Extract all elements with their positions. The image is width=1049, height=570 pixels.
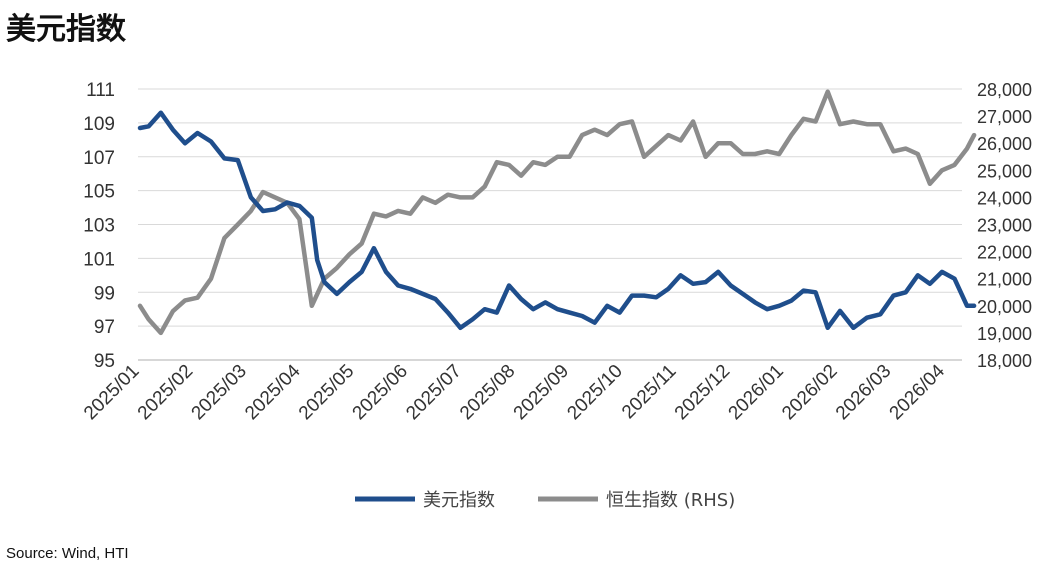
x-tick-label: 2025/03	[188, 361, 251, 424]
right-tick-label: 22,000	[977, 243, 1032, 263]
x-tick-label: 2025/09	[510, 361, 573, 424]
x-tick-label: 2025/06	[349, 361, 412, 424]
x-tick-label: 2025/11	[618, 361, 680, 423]
left-tick-label: 97	[94, 317, 115, 338]
left-tick-label: 95	[94, 351, 115, 372]
x-tick-label: 2025/10	[563, 361, 626, 424]
legend-label-hsi: 恒生指数 (RHS)	[606, 490, 735, 511]
left-tick-label: 105	[83, 182, 115, 203]
right-axis-ticks: 18,000 19,000 20,000 21,000 22,000 23,000 24,0…	[977, 80, 1032, 371]
right-tick-label: 20,000	[977, 297, 1032, 317]
left-tick-label: 103	[83, 216, 115, 237]
left-tick-label: 107	[83, 148, 115, 169]
legend-label-usd: 美元指数	[423, 490, 495, 511]
x-tick-label: 2026/04	[886, 360, 950, 424]
left-tick-label: 101	[83, 249, 115, 270]
x-tick-label: 2026/02	[778, 361, 841, 424]
right-tick-label: 28,000	[977, 80, 1032, 100]
right-tick-label: 18,000	[977, 351, 1032, 371]
x-tick-label: 2025/07	[402, 361, 465, 424]
series-line-usd-index	[137, 110, 977, 331]
right-tick-label: 25,000	[977, 161, 1032, 181]
x-tick-label: 2026/03	[832, 361, 895, 424]
right-tick-label: 19,000	[977, 324, 1032, 344]
left-tick-label: 99	[94, 283, 115, 304]
page-title: 美元指数	[6, 12, 126, 47]
series-group	[137, 89, 977, 336]
x-tick-label: 2025/12	[671, 361, 734, 424]
right-tick-label: 26,000	[977, 134, 1032, 154]
left-axis-ticks: 95 97 99 101 103 105 107 109 111	[83, 80, 115, 372]
chart: 95 97 99 101 103 105 107 109 111 18,000 19,000 20,…	[80, 80, 1032, 511]
legend: 美元指数 恒生指数 (RHS)	[355, 490, 735, 511]
right-tick-label: 23,000	[977, 216, 1032, 236]
right-tick-label: 27,000	[977, 107, 1032, 127]
series-line-hang-seng	[137, 89, 977, 336]
x-tick-label: 2026/01	[725, 361, 788, 424]
x-tick-label: 2025/04	[241, 360, 305, 424]
x-tick-label: 2025/05	[295, 361, 358, 424]
right-tick-label: 21,000	[977, 270, 1032, 290]
gridlines	[138, 88, 962, 327]
right-tick-label: 24,000	[977, 188, 1032, 208]
source-note: Source: Wind, HTI	[6, 545, 129, 562]
left-tick-label: 111	[86, 80, 115, 101]
x-axis-ticks: 2025/012025/022025/032025/042025/052025/…	[80, 360, 949, 424]
left-tick-label: 109	[83, 114, 115, 135]
x-tick-label: 2025/08	[456, 361, 519, 424]
x-tick-label: 2025/02	[134, 361, 197, 424]
